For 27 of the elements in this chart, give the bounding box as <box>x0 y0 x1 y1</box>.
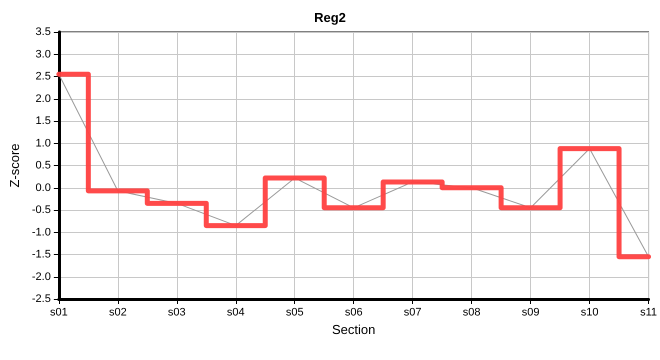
x-tick-label: s08 <box>462 306 481 318</box>
x-tick-label: s11 <box>640 306 657 318</box>
x-tick-label: s10 <box>580 306 598 318</box>
x-tick-label: s05 <box>286 306 304 318</box>
y-tick-label: 2.5 <box>36 70 51 82</box>
y-tick-label: 2.0 <box>36 92 51 105</box>
y-tick-label: 1.5 <box>36 115 51 127</box>
y-tick-label: 0.5 <box>36 160 51 172</box>
y-tick-label: -1.0 <box>32 226 51 238</box>
x-tick-label: s09 <box>522 306 540 318</box>
x-tick-label: s02 <box>108 306 127 318</box>
y-tick-label: -2.0 <box>32 270 51 283</box>
y-tick-label: 3.5 <box>36 26 51 38</box>
y-tick-label: -2.5 <box>32 293 51 305</box>
x-tick-label: s03 <box>168 306 186 318</box>
x-tick-label: s04 <box>226 306 245 318</box>
chart-title: Reg2 <box>314 10 346 25</box>
y-tick-label: 1.0 <box>36 137 51 150</box>
x-tick-label: s07 <box>404 306 422 318</box>
y-axis-title: Z-score <box>7 143 22 188</box>
y-tick-label: 3.0 <box>36 48 51 60</box>
x-tick-label: s06 <box>344 306 363 318</box>
y-tick-label: 0.0 <box>36 182 51 194</box>
y-tick-label: -1.5 <box>32 248 51 260</box>
y-tick-label: -0.5 <box>32 204 51 216</box>
x-tick-label: s01 <box>50 306 68 318</box>
x-axis-title: Section <box>332 322 376 337</box>
